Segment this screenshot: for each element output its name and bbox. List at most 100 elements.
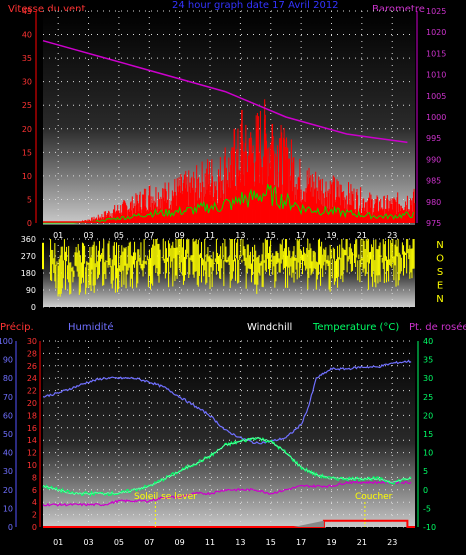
- y-right-tick-label: 1010: [426, 71, 446, 80]
- temp-tick-label: 0: [423, 486, 428, 495]
- x-tick-label: 17: [296, 538, 306, 547]
- precip-ramp: [293, 520, 324, 527]
- compass-label: S: [437, 267, 443, 278]
- y-tick-label: 270: [21, 252, 36, 261]
- precip-tick-label: 20: [27, 399, 37, 408]
- x-tick-label: 19: [326, 538, 336, 547]
- temp-panel-series: [42, 359, 415, 528]
- x-tick-label: 13: [235, 231, 245, 240]
- humidity-tick-label: 50: [3, 430, 13, 439]
- y-tick-label: 360: [21, 235, 36, 244]
- temp-tick-label: 40: [423, 337, 433, 346]
- y-right-tick-label: 1020: [426, 28, 446, 37]
- temp-panel-x-ticks: 01 03 05 07 09 11 13 15 17 19 21 23: [53, 538, 397, 547]
- x-tick-label: 17: [296, 231, 306, 240]
- y-right-tick-label: 1025: [426, 7, 446, 16]
- sunrise-label: Soleil se lever: [134, 492, 197, 502]
- humidity-tick-label: 10: [3, 504, 13, 513]
- humidity-line: [42, 359, 412, 445]
- y-tick-label: 90: [26, 286, 36, 295]
- humidity-tick-label: 30: [3, 467, 13, 476]
- humidity-tick-label: 40: [3, 449, 13, 458]
- wind-panel-series: [42, 39, 416, 224]
- x-tick-label: 15: [266, 538, 276, 547]
- windchill-title: Windchill: [247, 322, 292, 333]
- y-right-tick-label: 985: [426, 177, 441, 186]
- x-tick-label: 09: [175, 538, 185, 547]
- precip-tick-label: 14: [27, 436, 37, 445]
- compass-label: E: [437, 281, 443, 292]
- x-tick-label: 23: [387, 231, 397, 240]
- x-tick-label: 05: [114, 231, 124, 240]
- y-right-tick-label: 1015: [426, 49, 446, 58]
- x-tick-label: 21: [357, 231, 367, 240]
- wind-panel-x-ticks: 01 03 05 07 09 11 13 15 17 19 21 23: [53, 231, 397, 240]
- y-right-tick-label: 1000: [426, 113, 446, 122]
- y-left-tick-label: 40: [22, 31, 32, 40]
- precip-tick-label: 18: [27, 411, 37, 420]
- temp-tick-label: 25: [423, 393, 433, 402]
- windchill-line: [42, 436, 412, 496]
- y-tick-label: 180: [21, 269, 36, 278]
- direction-panel-grid: [43, 238, 415, 308]
- avg-wind-line: [43, 183, 414, 224]
- precip-tick-label: 4: [32, 498, 37, 507]
- x-tick-label: 21: [357, 538, 367, 547]
- y-left-tick-label: 10: [22, 172, 32, 181]
- x-tick-label: 01: [53, 538, 63, 547]
- precip-tick-label: 2: [32, 511, 37, 520]
- temp-tick-label: -10: [423, 523, 436, 532]
- y-right-tick-label: 980: [426, 198, 441, 207]
- y-tick-label: 0: [31, 303, 36, 312]
- x-tick-label: 23: [387, 538, 397, 547]
- compass-label: O: [436, 254, 444, 265]
- y-right-tick-label: 1005: [426, 92, 446, 101]
- y-right-tick-label: 990: [426, 155, 441, 164]
- dewpoint-line: [42, 480, 412, 507]
- humidity-tick-label: 90: [3, 356, 13, 365]
- precip-tick-label: 0: [32, 523, 37, 532]
- x-tick-label: 15: [266, 231, 276, 240]
- y-right-tick-label: 995: [426, 134, 441, 143]
- x-tick-label: 13: [235, 538, 245, 547]
- x-tick-label: 03: [83, 231, 93, 240]
- graph-date-title: 24 hour graph date 17 Avril 2012: [172, 0, 339, 11]
- y-left-tick-label: 30: [22, 78, 32, 87]
- y-right-tick-label: 975: [426, 219, 441, 228]
- precip-tick-label: 22: [27, 387, 37, 396]
- temp-tick-label: 10: [423, 449, 433, 458]
- humidity-tick-label: 100: [0, 337, 13, 346]
- temp-panel-background: [43, 341, 415, 527]
- temperature-line: [42, 437, 412, 497]
- humidity-title: Humidité: [68, 321, 114, 333]
- temp-tick-label: 15: [423, 430, 433, 439]
- y-left-tick-label: 0: [27, 219, 32, 228]
- humidity-tick-label: 60: [3, 411, 13, 420]
- wind-speed-title: Vitesse du vent: [8, 4, 85, 15]
- pressure-line: [42, 39, 408, 144]
- x-tick-label: 11: [205, 231, 215, 240]
- temp-panel-axes: 0102030405060708090100024681012141618202…: [0, 337, 436, 532]
- precip-tick-label: 16: [27, 424, 37, 433]
- precip-tick-label: 10: [27, 461, 37, 470]
- x-tick-label: 07: [144, 231, 154, 240]
- temp-tick-label: 35: [423, 356, 433, 365]
- temp-tick-label: -5: [423, 504, 431, 513]
- precip-tick-label: 8: [32, 473, 37, 482]
- humidity-tick-label: 70: [3, 393, 13, 402]
- y-left-tick-label: 15: [22, 148, 32, 157]
- dewpoint-title: Pt. de rosée: [409, 321, 466, 333]
- x-tick-label: 03: [83, 538, 93, 547]
- y-left-tick-label: 25: [22, 101, 32, 110]
- temp-tick-label: 5: [423, 467, 428, 476]
- precip-tick-label: 12: [27, 449, 37, 458]
- x-tick-label: 07: [144, 538, 154, 547]
- x-tick-label: 05: [114, 538, 124, 547]
- y-left-tick-label: 20: [22, 125, 32, 134]
- precip-line: [43, 519, 415, 528]
- temperature-title: Temperature (°C): [312, 322, 399, 333]
- barometer-title: Barometre: [372, 4, 425, 15]
- temp-tick-label: 20: [423, 411, 433, 420]
- wind-panel-axes: 0510152025303540459759809859909951000100…: [22, 7, 447, 228]
